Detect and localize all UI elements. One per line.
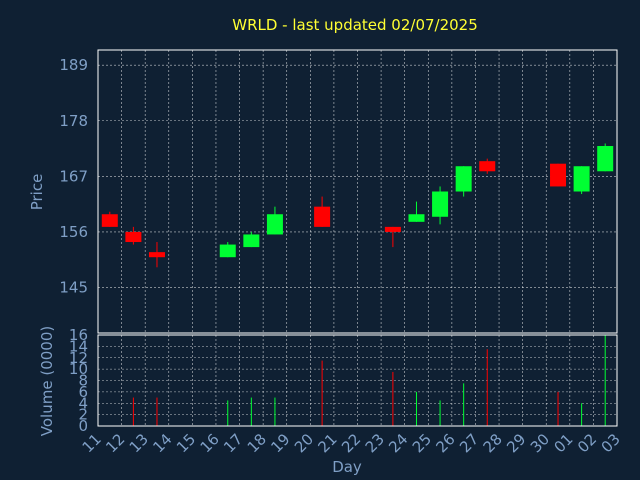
x-tick-label: 18 xyxy=(244,430,270,456)
volume-tick-label: 14 xyxy=(69,337,88,355)
candle-body-11 xyxy=(101,214,118,227)
volume-tick-label: 12 xyxy=(69,349,88,367)
candle-body-16 xyxy=(219,244,236,258)
volume-tick-label: 0 xyxy=(78,417,88,435)
volume-tick-label: 10 xyxy=(69,360,88,378)
x-tick-label: 26 xyxy=(432,430,458,456)
candle-body-01 xyxy=(573,166,590,192)
price-tick-label: 167 xyxy=(59,167,88,185)
price-tick-label: 145 xyxy=(59,279,88,297)
x-tick-label: 15 xyxy=(173,430,199,456)
x-tick-label: 03 xyxy=(598,430,624,456)
candle-body-17 xyxy=(243,234,260,248)
chart-title: WRLD - last updated 02/07/2025 xyxy=(232,16,478,34)
x-tick-label: 20 xyxy=(291,430,317,456)
candle-body-23 xyxy=(384,226,401,232)
candle-body-25 xyxy=(432,191,449,217)
x-tick-label: 17 xyxy=(220,430,246,456)
volume-tick-label: 2 xyxy=(78,406,88,424)
price-axis-label: Price xyxy=(28,174,46,211)
volume-bars xyxy=(132,335,606,426)
price-panel-frame xyxy=(97,49,618,334)
price-tick-labels: 145 156 167 178 189 xyxy=(59,56,88,296)
x-tick-label: 19 xyxy=(267,430,293,456)
candle-body-02 xyxy=(597,146,614,172)
x-tick-label: 16 xyxy=(197,430,223,456)
x-tick-label: 25 xyxy=(409,430,435,456)
x-tick-label: 27 xyxy=(456,430,482,456)
candle-body-30 xyxy=(550,163,567,187)
x-tick-label: 28 xyxy=(480,430,506,456)
x-tick-label: 12 xyxy=(102,430,128,456)
candle-body-13 xyxy=(148,252,165,258)
price-gridlines xyxy=(98,50,617,333)
x-tick-label: 21 xyxy=(315,430,341,456)
x-tick-label: 29 xyxy=(503,430,529,456)
x-tick-label: 24 xyxy=(385,430,411,456)
candle-body-26 xyxy=(455,166,472,192)
candle-body-18 xyxy=(266,214,283,235)
candle-body-27 xyxy=(479,161,496,172)
volume-tick-label: 6 xyxy=(78,383,88,401)
price-tick-label: 189 xyxy=(59,56,88,74)
price-candles xyxy=(101,143,614,268)
x-tick-label: 01 xyxy=(550,430,576,456)
x-tick-label: 30 xyxy=(527,430,553,456)
x-tick-label: 02 xyxy=(574,430,600,456)
volume-tick-label: 16 xyxy=(69,326,88,344)
x-tick-label: 22 xyxy=(338,430,364,456)
candle-body-20 xyxy=(314,206,331,227)
x-axis-label: Day xyxy=(332,458,362,476)
volume-tick-label: 8 xyxy=(78,372,88,390)
price-tick-label: 178 xyxy=(59,112,88,130)
volume-axis-label: Volume (0000) xyxy=(38,326,56,436)
x-tick-label: 14 xyxy=(149,430,175,456)
candle-body-12 xyxy=(125,231,142,243)
volume-gridlines xyxy=(98,335,617,426)
x-tick-label: 13 xyxy=(126,430,152,456)
x-tick-labels: 1112131415161718192021222324252627282930… xyxy=(79,430,624,456)
candle-body-24 xyxy=(408,214,425,222)
volume-panel-frame xyxy=(97,334,618,427)
price-tick-label: 156 xyxy=(59,223,88,241)
x-tick-label: 23 xyxy=(362,430,388,456)
volume-tick-label: 4 xyxy=(78,394,88,412)
